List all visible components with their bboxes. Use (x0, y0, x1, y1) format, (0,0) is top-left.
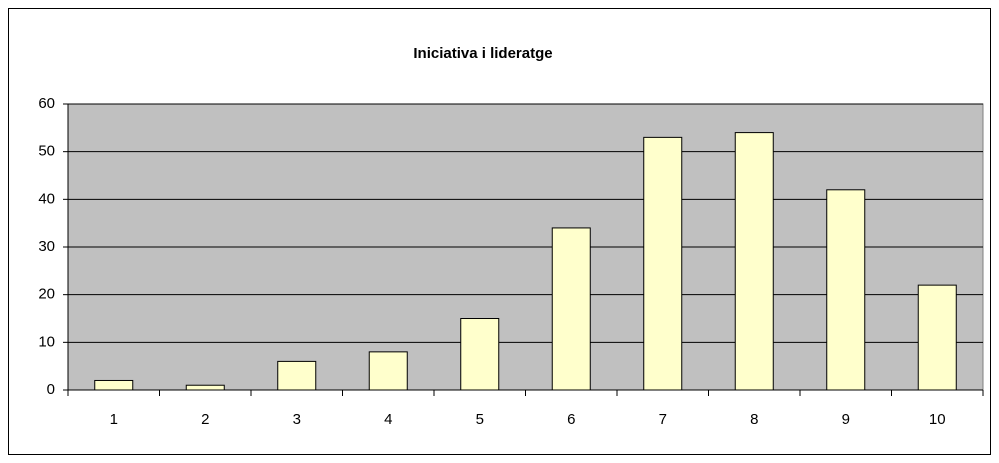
y-tick-label: 20 (38, 286, 55, 303)
x-tick-label: 9 (842, 411, 850, 428)
x-tick-label: 1 (110, 411, 118, 428)
x-tick-label: 7 (659, 411, 667, 428)
x-tick-label: 10 (929, 411, 946, 428)
bar (277, 360, 317, 391)
y-tick-label: 10 (38, 333, 55, 350)
y-tick-label: 40 (38, 190, 55, 207)
bar (185, 384, 225, 391)
x-tick-label: 3 (293, 411, 301, 428)
chart-title: Iniciativa i lideratge (413, 45, 552, 62)
bar (94, 379, 134, 391)
bar (460, 318, 500, 391)
y-tick-label: 50 (38, 143, 55, 160)
x-tick-label: 4 (384, 411, 392, 428)
x-tick-label: 8 (750, 411, 758, 428)
bar (643, 136, 683, 391)
x-tick-label: 5 (476, 411, 484, 428)
bar (551, 227, 591, 391)
bar (734, 132, 774, 391)
y-tick-label: 30 (38, 238, 55, 255)
bar (917, 284, 957, 391)
y-tick-label: 60 (38, 95, 55, 112)
x-tick-label: 2 (201, 411, 209, 428)
y-tick-label: 0 (47, 381, 55, 398)
x-tick-label: 6 (567, 411, 575, 428)
bar (368, 351, 408, 391)
bar (826, 189, 866, 391)
